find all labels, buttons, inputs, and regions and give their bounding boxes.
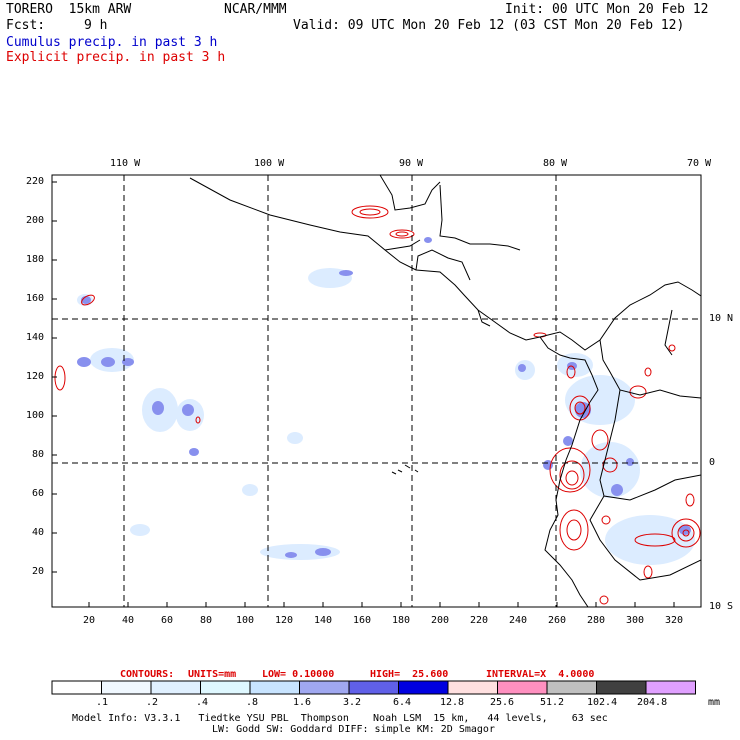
lat-lon-grid — [52, 175, 701, 607]
contour-units: UNITS=mm — [188, 669, 237, 680]
colorbar-label: 51.2 — [540, 697, 565, 708]
x-tick: 240 — [509, 615, 528, 626]
lon-label-100w: 100 W — [254, 158, 285, 169]
coastlines — [189, 175, 701, 607]
x-tick: 120 — [275, 615, 294, 626]
model-title: TORERO 15km ARW — [6, 2, 132, 17]
map-frame — [51, 174, 702, 608]
x-tick: 320 — [665, 615, 684, 626]
x-tick: 140 — [314, 615, 333, 626]
valid-time: Valid: 09 UTC Mon 20 Feb 12 (03 CST Mon … — [293, 18, 685, 33]
colorbar-label: 102.4 — [587, 697, 618, 708]
lat-label-10n: 10 N — [709, 313, 734, 324]
x-tick: 20 — [83, 615, 96, 626]
y-tick: 120 — [26, 371, 45, 382]
x-tick: 300 — [626, 615, 645, 626]
organization-label: NCAR/MMM — [224, 2, 287, 17]
lon-label-110w: 110 W — [110, 158, 141, 169]
colorbar-label: 1.6 — [293, 697, 312, 708]
colorbar-label: .1 — [96, 697, 109, 708]
colorbar-label: .8 — [246, 697, 259, 708]
y-tick: 20 — [32, 566, 45, 577]
colorbar-label: 6.4 — [393, 697, 412, 708]
x-tick: 220 — [470, 615, 489, 626]
y-tick: 80 — [32, 449, 45, 460]
colorbar-label: .2 — [146, 697, 159, 708]
y-tick: 220 — [26, 176, 45, 187]
x-tick: 260 — [548, 615, 567, 626]
colorbar-unit: mm — [708, 697, 721, 708]
x-tick: 60 — [161, 615, 174, 626]
y-tick: 40 — [32, 527, 45, 538]
y-tick: 60 — [32, 488, 45, 499]
lat-label-10s: 10 S — [709, 601, 734, 612]
contour-high: HIGH= 25.600 — [370, 669, 449, 680]
x-tick: 40 — [122, 615, 135, 626]
y-tick: 180 — [26, 254, 45, 265]
lon-label-80w: 80 W — [543, 158, 568, 169]
lon-label-90w: 90 W — [399, 158, 424, 169]
x-tick: 80 — [200, 615, 213, 626]
left-ticks — [52, 181, 57, 573]
model-info: Model Info: V3.3.1 Tiedtke YSU PBL Thomp… — [72, 713, 608, 724]
cumulus-legend: Cumulus precip. in past 3 h — [6, 35, 218, 50]
explicit-legend: Explicit precip. in past 3 h — [6, 50, 226, 65]
x-tick: 100 — [236, 615, 255, 626]
x-tick: 180 — [392, 615, 411, 626]
contour-low: LOW= 0.10000 — [262, 669, 335, 680]
model-physics: LW: Godd SW: Goddard DIFF: simple KM: 2D… — [212, 724, 495, 735]
forecast-value: 9 h — [84, 18, 108, 33]
forecast-label: Fcst: — [6, 18, 46, 33]
x-tick: 280 — [587, 615, 606, 626]
lat-label-0: 0 — [709, 457, 716, 468]
contour-label: CONTOURS: — [120, 669, 175, 680]
contour-interval: INTERVAL=X 4.0000 — [486, 669, 595, 680]
lon-label-70w: 70 W — [687, 158, 712, 169]
colorbar-label: 25.6 — [490, 697, 515, 708]
bottom-ticks — [88, 602, 675, 607]
colorbar-label: .4 — [196, 697, 209, 708]
colorbar-label: 204.8 — [637, 697, 668, 708]
y-tick: 100 — [26, 410, 45, 421]
colorbar-label: 12.8 — [440, 697, 465, 708]
x-tick: 200 — [431, 615, 450, 626]
y-tick: 200 — [26, 215, 45, 226]
x-tick: 160 — [353, 615, 372, 626]
y-tick: 160 — [26, 293, 45, 304]
y-tick: 140 — [26, 332, 45, 343]
colorbar-label: 3.2 — [343, 697, 362, 708]
init-time: Init: 00 UTC Mon 20 Feb 12 — [505, 2, 709, 17]
explicit-precip-contours — [54, 205, 701, 605]
